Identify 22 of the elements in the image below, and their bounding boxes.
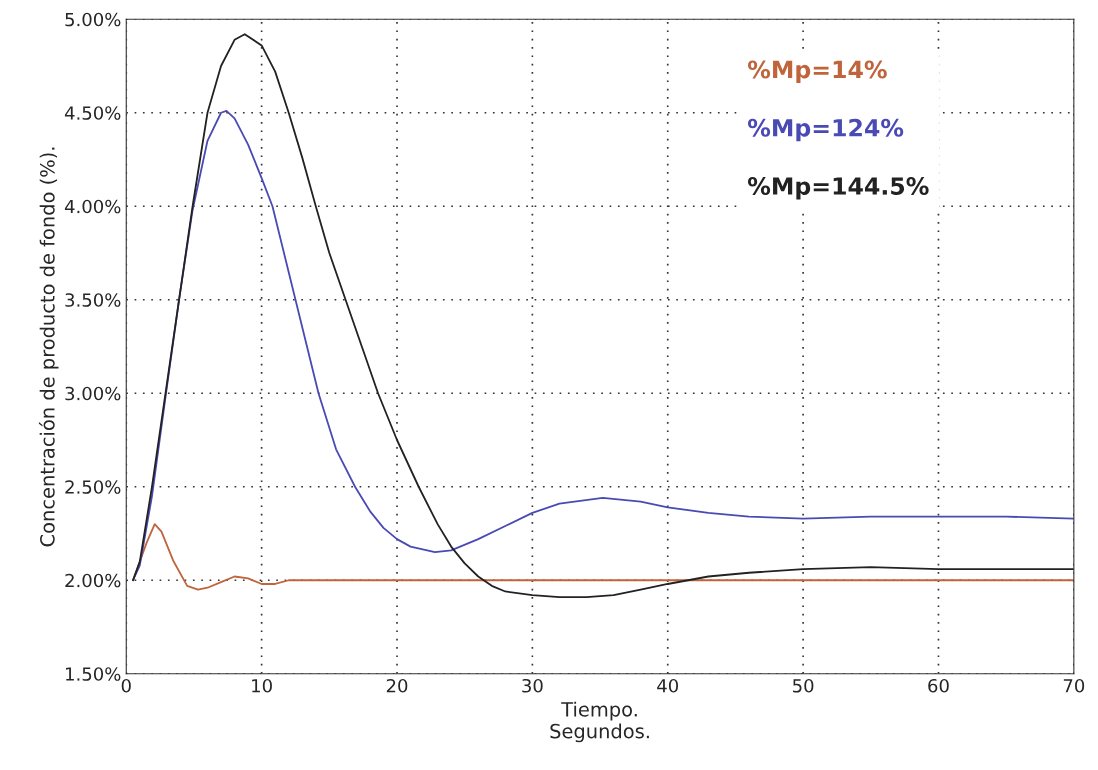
x-axis-title: Tiempo. Segundos.	[550, 701, 649, 743]
y-tick-label: 5.00%	[65, 12, 121, 27]
x-tick-label: 30	[522, 678, 543, 693]
y-tick-label: 4.50%	[64, 106, 121, 120]
x-tick-label: 60	[928, 678, 949, 693]
x-tick-label: 20	[386, 678, 408, 693]
text: %Mp=144.5%	[747, 177, 929, 200]
y-tick-label: 2.50%	[65, 480, 121, 494]
y-tick-label: 3.50%	[65, 293, 121, 307]
x-tick-label: 70	[1063, 678, 1085, 693]
y-tick-label: 4.00%	[64, 199, 121, 214]
line-series	[132, 33, 1074, 598]
x-tick-label: 50	[793, 678, 814, 693]
y-tick-label: 3.00%	[65, 386, 121, 401]
x-tick-label: 10	[252, 678, 272, 693]
x-tick-label: 40	[657, 678, 679, 693]
x-tick-label: 0	[121, 678, 131, 693]
text: %Mp=14%	[747, 60, 887, 83]
y-axis-title: Concentración de producto de fondo (%).	[38, 147, 59, 547]
text: %Mp=124%	[747, 118, 904, 142]
y-tick-label: 2.00%	[65, 573, 121, 588]
y-tick-label: 1.50%	[66, 667, 121, 681]
